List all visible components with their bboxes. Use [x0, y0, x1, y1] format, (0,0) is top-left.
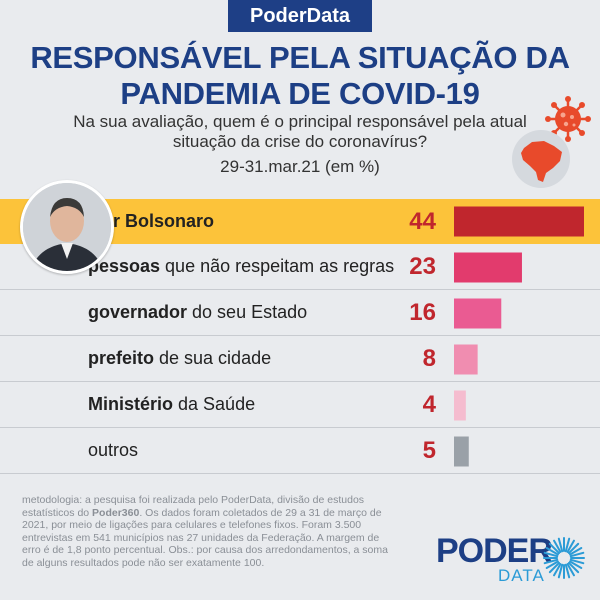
- category-label-rest: do seu Estado: [187, 302, 308, 322]
- category-label-rest: da Saúde: [173, 394, 256, 414]
- coronavirus-icon: [545, 96, 591, 142]
- data-label: 5: [422, 437, 436, 464]
- category-label: pessoas que não respeitam as regras: [88, 244, 394, 289]
- chart-subtitle: Na sua avaliação, quem é o principal res…: [73, 112, 527, 151]
- category-label-bold: pessoas: [88, 256, 161, 276]
- category-label-bold: prefeito: [88, 348, 155, 368]
- brazil-map-icon: [512, 130, 570, 188]
- methodology-note: metodologia: a pesquisa foi realizada pe…: [22, 494, 392, 569]
- bolsonaro-avatar: [20, 180, 114, 274]
- methodology-text-end: . Os dados foram coletados de 29 a 31 de…: [22, 506, 388, 569]
- chart-row: prefeito de sua cidade 8: [0, 336, 600, 382]
- logo-sub-text: DATA: [498, 566, 545, 585]
- bar-plot: [454, 206, 584, 467]
- data-label: 4: [422, 391, 436, 418]
- poderdata-logo: PODER DATA: [436, 532, 585, 585]
- bar: [454, 436, 469, 467]
- chart-row: outros 5: [0, 428, 600, 474]
- methodology-text-start: metodologia: a pesquisa foi realizada pe…: [22, 494, 365, 519]
- bar: [454, 252, 522, 283]
- category-label-bold: governador: [88, 302, 188, 322]
- bar: [454, 298, 502, 329]
- category-label-bold: Jair Bolsonaro: [88, 211, 215, 231]
- category-label: outros: [88, 428, 138, 473]
- data-label: 8: [422, 345, 436, 372]
- chart-row: pessoas que não respeitam as regras 23: [0, 244, 600, 290]
- chart-row: governador do seu Estado 16: [0, 290, 600, 336]
- methodology-poder360: Poder360: [92, 506, 140, 519]
- data-label: 16: [409, 299, 436, 326]
- category-label: Ministério da Saúde: [88, 382, 255, 427]
- category-label: prefeito de sua cidade: [88, 336, 271, 381]
- category-label: governador do seu Estado: [88, 290, 307, 335]
- chart-title: RESPONSÁVEL PELA SITUAÇÃO DA PANDEMIA DE…: [0, 40, 600, 112]
- category-label-rest: que não respeitam as regras: [160, 256, 395, 276]
- category-label-rest: outros: [88, 440, 139, 460]
- title-line-1: RESPONSÁVEL PELA SITUAÇÃO DA: [30, 40, 570, 75]
- data-label: 44: [409, 208, 436, 235]
- person-portrait-icon: [23, 183, 111, 271]
- bar: [454, 206, 584, 237]
- chart-row: Ministério da Saúde 4: [0, 382, 600, 428]
- survey-date: 29-31.mar.21 (em %): [220, 157, 380, 176]
- category-label-rest: de sua cidade: [154, 348, 272, 368]
- bar: [454, 390, 466, 421]
- poderdata-badge: PoderData: [228, 0, 372, 32]
- logo-main-text: PODER: [436, 532, 553, 570]
- data-label: 23: [409, 253, 436, 280]
- sunburst-logo-icon: [543, 537, 585, 579]
- category-label-bold: Ministério: [88, 394, 174, 414]
- category-label: Jair Bolsonaro: [88, 199, 214, 244]
- bar: [454, 344, 478, 375]
- title-line-2: PANDEMIA DE COVID-19: [120, 76, 480, 111]
